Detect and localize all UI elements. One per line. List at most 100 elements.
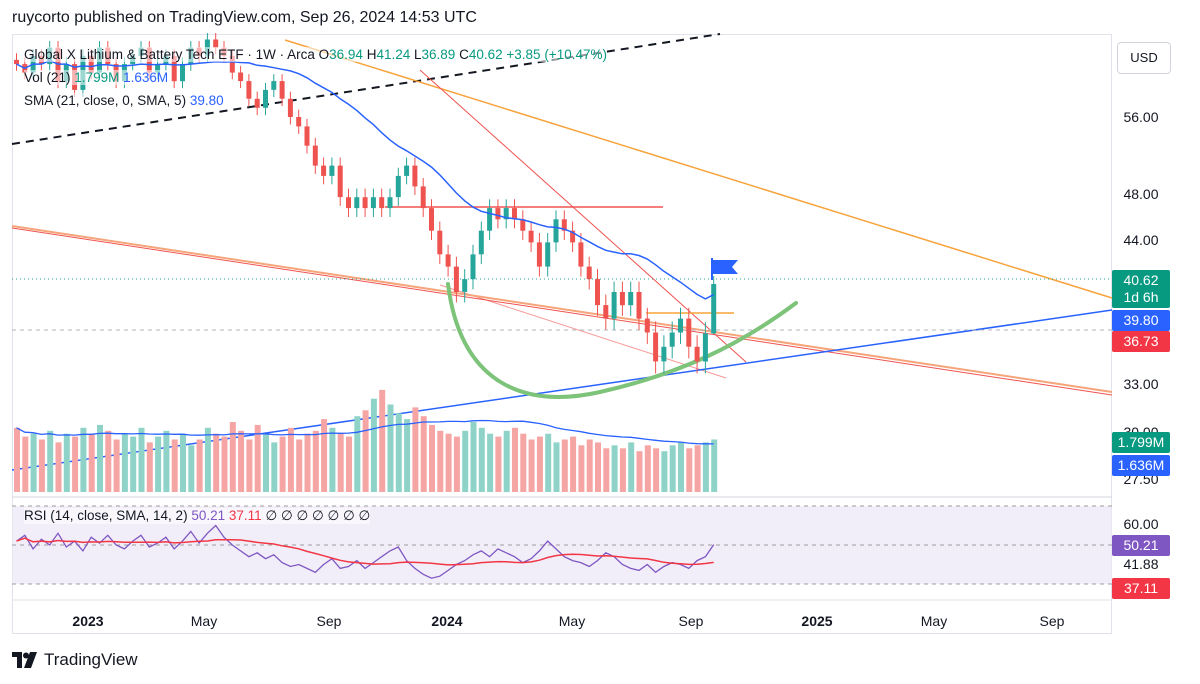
candle-body [379,197,385,209]
sma-21-line [16,59,715,300]
legend-sma-label: SMA (21, close, 0, SMA, 5) [24,93,187,108]
volume-bar [603,448,610,492]
candlesticks [14,33,717,374]
price-tag-text: 37.11 [1124,580,1158,596]
price-tag-bg [1112,535,1170,556]
price-tick-label: 33.00 [1123,376,1158,392]
candle-body [678,318,683,333]
price-tag-bg [1112,455,1170,476]
volume-bar [130,436,137,492]
legend-close-label: C [459,47,469,62]
volume-bar [97,424,103,492]
volume-bar [470,422,477,492]
currency-button[interactable]: USD [1117,42,1171,74]
candle-body [420,186,426,209]
volume-bar [661,451,668,492]
price-tick-label: 44.00 [1123,232,1158,248]
candle-body [453,266,459,292]
candle-body [354,197,360,209]
candle-body [263,89,268,108]
candle-body [619,292,625,306]
trendline-salmon-support [11,225,1113,393]
candle-body [429,208,434,231]
candle-body [404,165,410,176]
time-tick-label: Sep [1040,613,1065,629]
price-tag-text: 39.80 [1123,312,1158,328]
volume-bar [711,439,718,492]
candle-body [470,254,476,280]
volume-bar [263,433,269,492]
volume-bar [22,436,29,492]
legend-main: Global X Lithium & Battery Tech ETF · 1W… [24,47,607,62]
rsi-tick-label: 41.88 [1123,556,1158,572]
candle-body [362,197,368,209]
volume-bar [229,422,236,492]
candle-body [669,332,675,347]
volume-bar [578,445,585,492]
volume-bar [619,448,626,492]
legend-volume: Vol (21) 1.799M 1.636M [24,70,169,85]
candle-body [661,346,667,362]
candle-body [279,81,285,99]
price-tick-label: 56.00 [1123,109,1158,125]
candle-body [437,230,443,255]
candle-body [180,64,185,82]
volume-bar [196,439,203,492]
legend-change: +3.85 (+10.47%) [506,47,607,62]
candle-body [312,145,318,166]
candle-body [395,175,401,198]
legend-low-label: L [414,47,422,62]
volume-bar [171,439,178,492]
volume-bar [669,445,676,492]
volume-bar [586,439,593,492]
time-tick-label: 2025 [801,613,832,629]
chart-frame [12,34,1112,634]
candle-body [611,292,617,319]
trendline-red-descending [419,69,747,363]
volume-bar [387,404,394,492]
legend-high-label: H [366,47,377,62]
volume-bar [271,442,278,492]
volume-bar [221,436,228,492]
candle-body [586,266,592,280]
time-tick-label: 2023 [72,613,103,629]
candle-body [271,81,277,90]
volume-bar [420,416,427,492]
volume-bar [63,433,70,492]
volume-bar [204,427,211,492]
candle-body [503,208,509,220]
volume-bar [146,442,153,492]
volume-bar [47,430,54,493]
volume-bar [105,430,112,493]
legend-sma: SMA (21, close, 0, SMA, 5) 39.80 [24,93,224,108]
volume-bar [354,416,361,492]
legend-vol-value: 1.799M [74,70,120,85]
price-tag-text: 50.21 [1123,537,1158,553]
volume-bar [636,451,643,492]
candle-body [88,55,94,73]
legend-sma-value: 39.80 [189,93,224,108]
volume-bar [180,433,186,492]
time-tick-label: Sep [679,613,704,629]
volume-bar [553,442,560,492]
volume-bar [362,410,369,492]
candle-body [636,292,642,319]
volume-bar [188,445,195,492]
volume-bar [138,427,145,492]
candle-body [595,279,600,306]
time-tick-label: May [191,613,217,629]
volume-bar [88,433,95,492]
volume-bar [495,436,502,492]
volume-sma-line [16,419,714,445]
volume-bar [395,413,402,493]
legend-title: Global X Lithium & Battery Tech ETF · 1W… [24,47,315,62]
footer-brand[interactable]: TradingView [12,650,138,670]
rsi-line [16,524,715,579]
volume-bar [38,439,45,492]
candle-body [287,98,293,117]
tradingview-logo-icon [12,652,37,668]
price-tag-bg [1112,310,1170,331]
candle-body [304,126,310,146]
volume-bar [287,427,294,492]
